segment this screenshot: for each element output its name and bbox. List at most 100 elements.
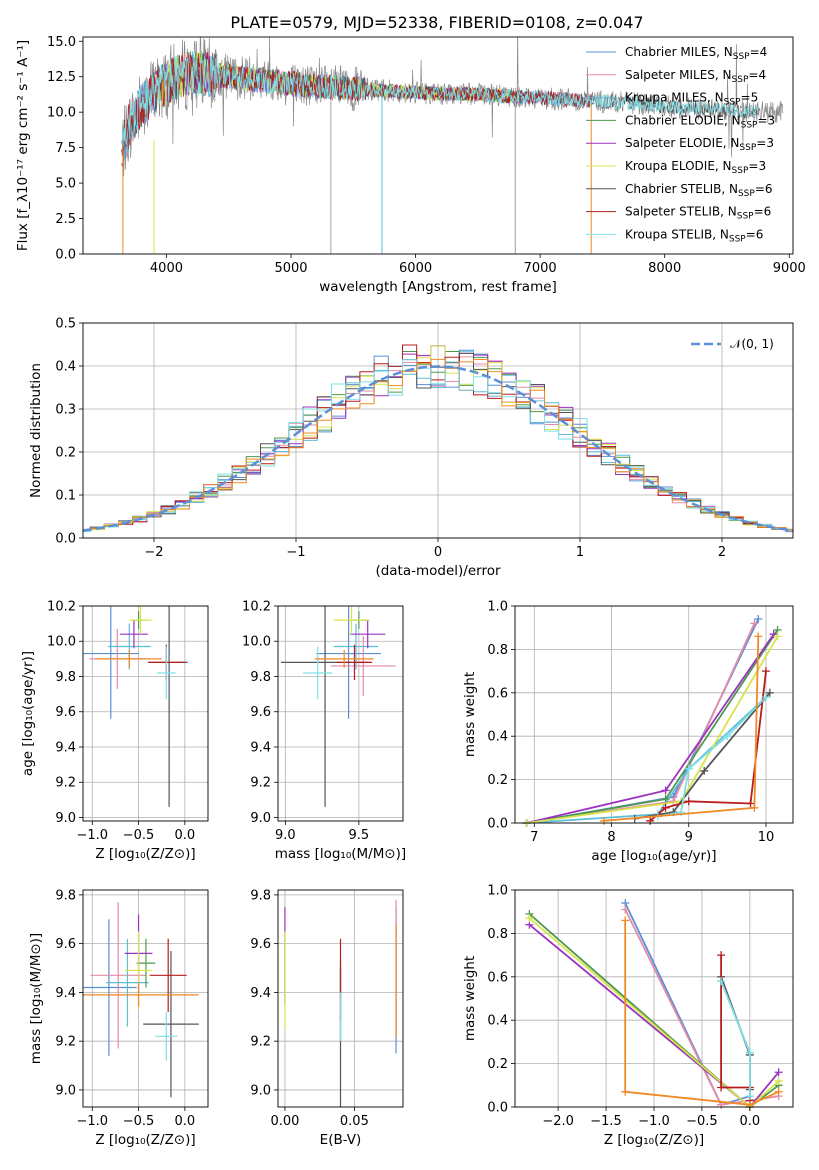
x-tick-label: −1.5 [590,1114,622,1129]
panel-3: 9.0 9.5 9.0 9.2 9.4 9.6 9.8 10.0 10.2 mass [log₁₀… [242,600,406,863]
weight-point-marker [774,1087,783,1096]
y-tick-label: 9.2 [55,1035,76,1050]
weight-point-marker [761,667,770,676]
x-tick-label: 0.0 [175,828,196,843]
weight-point-marker [661,795,670,804]
x-tick-label: −1.0 [638,1114,670,1129]
normal-curve-line [83,365,793,532]
x-tick-label: 4000 [150,261,183,276]
y-tick-label: 10.2 [47,600,76,615]
x-tick-label: 7000 [524,261,557,276]
y-tick-label: 0.2 [487,773,508,788]
weight-point-marker [774,1068,783,1077]
legend-entry: 𝒩(0, 1) [730,337,774,351]
weight-point-marker [745,1092,754,1101]
weight-point-marker [754,615,763,624]
y-tick-label: 0.0 [487,1101,508,1116]
legend-entry: Kroupa ELODIE, NSSP=3 [625,159,766,176]
x-axis-label: age [log₁₀(age/yr)] [591,848,716,864]
x-axis-label: wavelength [Angstrom, rest frame] [319,279,557,295]
x-tick-label: −0.5 [123,1114,155,1129]
weight-point-marker [745,1048,754,1057]
weight-point-marker [700,766,709,775]
weight-point-marker [765,688,774,697]
weight-series-line [624,920,779,1106]
panel-1: −2 −1 0 1 2 0.0 0.1 0.2 0.3 0.4 0.5 (data-model)/er… [28,317,794,579]
y-tick-label: 9.6 [250,937,271,952]
y-tick-label: 7.5 [55,141,76,156]
errorbars [83,606,188,807]
weight-series-line [720,980,751,1097]
y-tick-label: 9.8 [250,888,271,903]
legend-entry: Kroupa MILES, NSSP=5 [625,91,758,108]
x-tick-label: −1.0 [76,828,108,843]
y-tick-label: 10.0 [47,106,76,121]
axes-frame [277,605,404,822]
x-tick-label: 0.0 [175,1114,196,1129]
axes-frame [82,605,209,822]
y-tick-label: 9.0 [55,811,76,826]
y-tick-label: 9.4 [250,986,271,1001]
y-tick-label: 0.1 [55,489,76,504]
y-axis-label: Flux [f_λ10⁻¹⁷ erg cm⁻² s⁻¹ A⁻¹] [15,40,31,251]
legend-entry: Salpeter MILES, NSSP=4 [625,68,766,85]
weight-point-marker [746,799,755,808]
x-tick-label: −0.5 [123,828,155,843]
y-axis-label: age [log₁₀(age/yr)] [20,651,36,776]
y-axis-label: mass weight [462,956,478,1041]
y-tick-label: 1.0 [487,884,508,899]
x-tick-label: 2 [718,545,726,560]
x-axis-label: mass [log₁₀(M/M⊙)] [275,846,406,862]
x-tick-label: 0 [434,545,442,560]
weight-point-marker [717,1083,726,1092]
y-axis-label: mass weight [462,672,478,757]
weight-point-marker [684,797,693,806]
weight-point-marker [754,632,763,641]
y-tick-label: 9.6 [55,937,76,952]
y-tick-label: 0.0 [55,248,76,263]
y-tick-label: 10.2 [242,600,271,615]
x-tick-label: 9000 [773,261,806,276]
weight-point-marker [774,1076,783,1085]
weight-point-marker [525,914,534,923]
errorbars [83,902,199,1098]
legend-entry: Salpeter STELIB, NSSP=6 [625,205,771,222]
weight-point-marker [621,905,630,914]
spectrum-legend: Chabrier MILES, NSSP=4 Salpeter MILES, NS… [586,45,775,244]
y-tick-label: 0.4 [487,730,508,745]
y-tick-label: 9.6 [250,705,271,720]
y-tick-label: 0.2 [55,446,76,461]
x-tick-label: 5000 [274,261,307,276]
weight-point-marker [761,693,770,702]
weight-series-line [634,692,771,820]
errorbars [280,606,396,807]
axes-frame [514,605,794,824]
y-axis-label: mass [log₁₀(M/M⊙)] [28,933,44,1064]
legend-entry: Chabrier ELODIE, NSSP=3 [625,113,775,130]
x-axis-label: Z [log₁₀(Z/Z⊙)] [95,846,195,862]
x-tick-label: 10 [758,830,775,845]
y-tick-label: 9.4 [250,740,271,755]
y-tick-label: 10.0 [242,635,271,650]
y-tick-label: 9.8 [250,670,271,685]
weight-series-line [526,623,756,824]
errorbars [284,899,397,1107]
y-tick-label: 9.0 [250,1083,271,1098]
weight-point-marker [773,632,782,641]
y-tick-label: 10.0 [47,635,76,650]
x-tick-label: 1 [576,545,584,560]
y-tick-label: 5.0 [55,177,76,192]
weight-point-marker [750,619,759,628]
y-tick-label: 9.4 [55,986,76,1001]
y-tick-label: 15.0 [47,35,76,50]
y-tick-label: 9.0 [250,811,271,826]
x-tick-label: 6000 [399,261,432,276]
y-tick-label: 12.5 [47,70,76,85]
histogram-steps [83,344,793,533]
panel-7: −2.0 −1.5 −1.0 −0.5 0.0 0.0 0.2 0.4 0.6 0.8 1.0 Z [… [462,884,794,1148]
x-tick-label: 7 [530,830,538,845]
y-tick-label: 0.0 [487,817,508,832]
weight-lines [522,615,782,827]
axes-frame [82,36,794,255]
weight-point-marker [717,977,726,986]
